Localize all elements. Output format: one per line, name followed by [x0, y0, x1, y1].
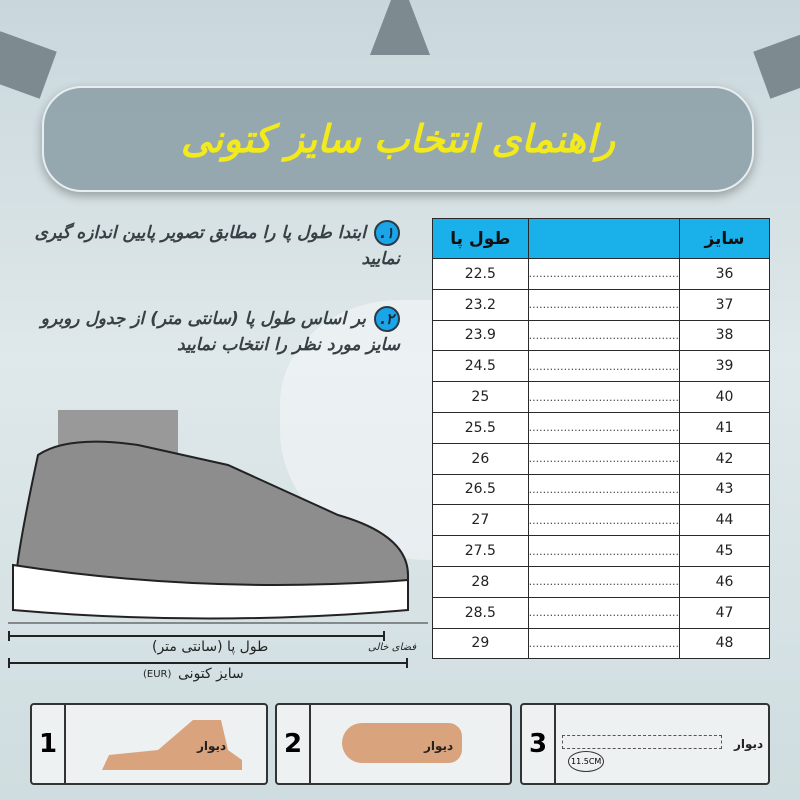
length-cell: 23.2: [432, 288, 529, 321]
table-row: 46......................................…: [432, 565, 770, 598]
table-row: 41......................................…: [432, 411, 770, 444]
size-table: سایز طول پا 36..........................…: [432, 218, 770, 660]
wall-label: دیوار: [424, 739, 454, 753]
foot-length-label: طول پا (سانتی متر): [152, 639, 269, 655]
step-number: ۱.: [374, 220, 400, 246]
length-cell: 23.9: [432, 319, 529, 352]
title-banner: راهنمای انتخاب سایز کتونی: [42, 86, 754, 192]
length-cell: 26: [432, 442, 529, 475]
dots-cell: ........................................…: [527, 627, 681, 660]
dots-cell: ........................................…: [527, 535, 681, 567]
size-cell: 37: [679, 288, 770, 321]
step-text: ابتدا طول پا را مطابق تصویر پایین اندازه…: [34, 223, 400, 269]
eur-label: (EUR): [143, 669, 172, 680]
size-cell: 46: [679, 565, 770, 598]
lamp-decoration: [753, 31, 800, 99]
empty-space-label: فضای خالی: [368, 642, 417, 653]
length-cell: 25: [432, 381, 529, 413]
dots-cell: ........................................…: [527, 381, 681, 413]
table-row: 36......................................…: [432, 258, 770, 290]
size-cell: 38: [679, 319, 770, 352]
size-cell: 42: [679, 442, 770, 475]
table-row: 39......................................…: [432, 350, 770, 383]
size-cell: 40: [679, 381, 770, 413]
dots-cell: ........................................…: [527, 504, 681, 537]
panel-number: 3: [522, 705, 556, 783]
size-cell: 41: [679, 411, 770, 444]
shoe-sole: [12, 563, 409, 620]
dots-cell: ........................................…: [527, 565, 681, 598]
dots-cell: ........................................…: [527, 442, 681, 475]
dots-cell: ........................................…: [527, 319, 681, 352]
length-cell: 26.5: [432, 473, 529, 506]
panel-number: 2: [277, 705, 311, 783]
page-title: راهنمای انتخاب سایز کتونی: [180, 117, 616, 161]
dots-cell: ........................................…: [527, 288, 681, 321]
length-cell: 28.5: [432, 596, 529, 629]
size-cell: 45: [679, 535, 770, 567]
step-2: ۲.بر اساس طول پا (سانتی متر) از جدول روب…: [30, 306, 400, 358]
panel-number: 1: [32, 705, 66, 783]
dots-cell: ........................................…: [527, 411, 681, 444]
length-cell: 24.5: [432, 350, 529, 383]
table-row: 48......................................…: [432, 627, 770, 660]
length-cell: 28: [432, 565, 529, 598]
size-cell: 47: [679, 596, 770, 629]
table-row: 38......................................…: [432, 319, 770, 352]
header-foot-length: طول پا: [432, 218, 529, 259]
lamp-decoration: [0, 31, 57, 99]
length-cell: 22.5: [432, 258, 529, 290]
ruler-icon: [562, 735, 722, 749]
dots-cell: ........................................…: [527, 350, 681, 383]
shoe-size-label: سایز کتونی: [178, 666, 244, 682]
size-cell: 39: [679, 350, 770, 383]
measure-lines: [8, 631, 408, 668]
length-cell: 29: [432, 627, 529, 660]
table-row: 43......................................…: [432, 473, 770, 506]
table-row: 40......................................…: [432, 381, 770, 413]
header-size: سایز: [679, 218, 770, 259]
dots-cell: ........................................…: [527, 258, 681, 290]
table-row: 45......................................…: [432, 535, 770, 567]
panel-step-1: 1 دیوار: [30, 703, 268, 785]
size-cell: 43: [679, 473, 770, 506]
foot-top-icon: [342, 723, 462, 763]
table-row: 42......................................…: [432, 442, 770, 475]
lamp-decoration: [370, 0, 430, 55]
shoe-diagram: [8, 410, 428, 624]
step-text: بر اساس طول پا (سانتی متر) از جدول روبرو…: [40, 309, 400, 355]
dots-cell: ........................................…: [527, 596, 681, 629]
measure-badge: 11.5CM: [568, 751, 605, 772]
table-row: 37......................................…: [432, 288, 770, 321]
step-number: ۲.: [374, 306, 400, 332]
size-cell: 36: [679, 258, 770, 290]
table-row: 47......................................…: [432, 596, 770, 629]
size-cell: 48: [679, 627, 770, 660]
panel-step-2: 2 دیوار: [275, 703, 512, 785]
wall-label: دیوار: [734, 737, 764, 751]
panel-step-3: 3 11.5CM دیوار: [520, 703, 770, 785]
table-row: 44......................................…: [432, 504, 770, 537]
size-cell: 44: [679, 504, 770, 537]
length-cell: 27: [432, 504, 529, 537]
dots-cell: ........................................…: [527, 473, 681, 506]
length-cell: 25.5: [432, 411, 529, 444]
header-spacer: [527, 218, 681, 259]
wall-label: دیوار: [197, 739, 227, 753]
step-1: ۱.ابتدا طول پا را مطابق تصویر پایین اندا…: [30, 220, 400, 272]
length-cell: 27.5: [432, 535, 529, 567]
